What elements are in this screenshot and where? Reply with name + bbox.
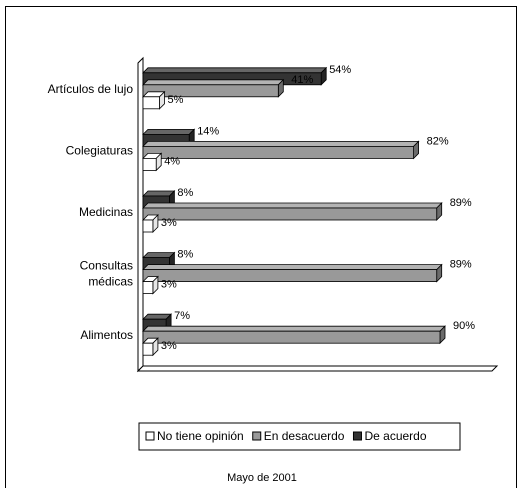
value-label: 7% [174, 310, 190, 322]
plot-side-wall [137, 56, 144, 373]
bar-3-1 [142, 90, 166, 110]
chart-frame [5, 6, 517, 488]
value-label: 54% [329, 64, 351, 76]
bar-2-3 [142, 202, 443, 221]
bar-3-2 [142, 152, 163, 172]
labels: 54% 41% 5% Artículos de lujo 14% 82% 4% Colegia… [48, 64, 476, 352]
value-label: 8% [177, 187, 193, 199]
value-label: 3% [161, 279, 177, 291]
value-label: 89% [450, 259, 472, 271]
plot-floor [136, 365, 499, 372]
bar-3-5 [142, 337, 159, 357]
category-label: Consultas [80, 259, 133, 273]
legend-swatch [252, 431, 262, 441]
bar-2-1 [142, 78, 285, 98]
legend-label: No tiene opinión [157, 429, 244, 443]
category-label: Artículos de lujo [48, 82, 134, 96]
legend-item: En desacuerdo [252, 429, 345, 443]
legend-label: En desacuerdo [264, 429, 345, 443]
category-label: Colegiaturas [66, 143, 133, 157]
legend: No tiene opinión En desacuerdo De acuerdo [138, 422, 461, 451]
legend-swatch [145, 431, 155, 441]
legend-label: De acuerdo [364, 429, 426, 443]
bars [142, 66, 446, 357]
value-label: 8% [177, 249, 193, 261]
bar-3-4 [142, 275, 159, 295]
value-label: 90% [453, 320, 475, 332]
value-label: 3% [161, 340, 177, 352]
legend-item: No tiene opinión [145, 429, 244, 443]
category-label: Medicinas [79, 205, 133, 219]
value-label: 89% [450, 197, 472, 209]
value-label: 41% [291, 74, 313, 86]
category-label: Alimentos [80, 328, 133, 342]
value-label: 3% [161, 217, 177, 229]
category-label: médicas [88, 275, 133, 289]
bar-3-3 [142, 214, 159, 233]
legend-item: De acuerdo [352, 429, 427, 443]
plot-area [136, 56, 499, 373]
value-label: 14% [197, 125, 219, 137]
bar-2-4 [142, 263, 443, 283]
value-label: 5% [168, 94, 184, 106]
legend-box [138, 422, 461, 451]
value-label: 4% [164, 155, 180, 167]
value-label: 82% [427, 135, 449, 147]
legend-swatch [352, 431, 362, 441]
chart-footer: Mayo de 2001 [227, 472, 297, 484]
bar-2-2 [142, 140, 420, 160]
bar-2-5 [142, 325, 446, 345]
